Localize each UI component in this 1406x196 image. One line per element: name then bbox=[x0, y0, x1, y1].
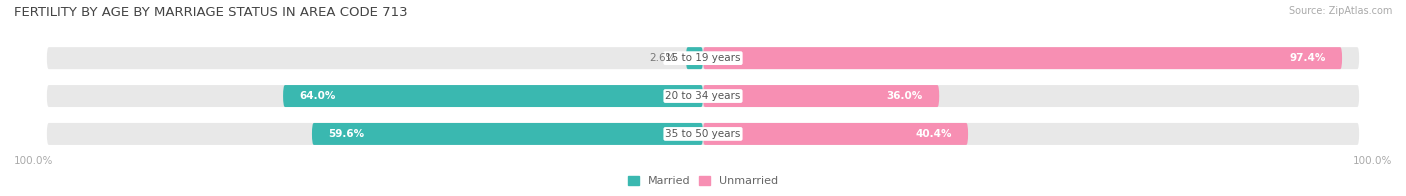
FancyBboxPatch shape bbox=[46, 123, 1360, 145]
Text: 35 to 50 years: 35 to 50 years bbox=[665, 129, 741, 139]
FancyBboxPatch shape bbox=[46, 47, 1360, 69]
Text: 100.0%: 100.0% bbox=[14, 156, 53, 166]
Text: 15 to 19 years: 15 to 19 years bbox=[665, 53, 741, 63]
FancyBboxPatch shape bbox=[46, 85, 1360, 107]
Text: 59.6%: 59.6% bbox=[329, 129, 364, 139]
Text: 97.4%: 97.4% bbox=[1289, 53, 1326, 63]
Text: 100.0%: 100.0% bbox=[1353, 156, 1392, 166]
Text: Source: ZipAtlas.com: Source: ZipAtlas.com bbox=[1288, 6, 1392, 16]
Text: 64.0%: 64.0% bbox=[299, 91, 336, 101]
FancyBboxPatch shape bbox=[283, 85, 703, 107]
FancyBboxPatch shape bbox=[312, 123, 703, 145]
FancyBboxPatch shape bbox=[686, 47, 703, 69]
FancyBboxPatch shape bbox=[703, 85, 939, 107]
Text: 20 to 34 years: 20 to 34 years bbox=[665, 91, 741, 101]
Text: 40.4%: 40.4% bbox=[915, 129, 952, 139]
Legend: Married, Unmarried: Married, Unmarried bbox=[623, 171, 783, 191]
FancyBboxPatch shape bbox=[703, 123, 969, 145]
Text: FERTILITY BY AGE BY MARRIAGE STATUS IN AREA CODE 713: FERTILITY BY AGE BY MARRIAGE STATUS IN A… bbox=[14, 6, 408, 19]
Text: 2.6%: 2.6% bbox=[650, 53, 676, 63]
Text: 36.0%: 36.0% bbox=[887, 91, 922, 101]
FancyBboxPatch shape bbox=[703, 47, 1343, 69]
